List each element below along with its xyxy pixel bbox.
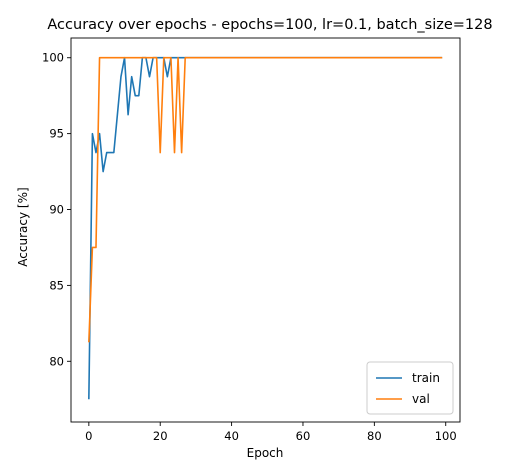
- chart-title: Accuracy over epochs - epochs=100, lr=0.…: [47, 17, 492, 33]
- y-tick-label-95: 95: [49, 127, 64, 141]
- legend-box: [366, 361, 454, 415]
- y-tick-label-90: 90: [49, 203, 64, 217]
- x-tick-label-100: 100: [435, 429, 457, 443]
- x-tick-label-40: 40: [224, 429, 239, 443]
- plot-frame: [70, 37, 461, 423]
- legend-label-train: train: [412, 371, 440, 385]
- legend-label-val: val: [412, 392, 430, 406]
- y-tick-label-85: 85: [49, 278, 64, 292]
- legend: train val: [366, 361, 454, 415]
- plot-area: 0 20 40 60 80 100 80 85 90 95 100: [42, 37, 461, 443]
- x-tick-label-60: 60: [296, 429, 311, 443]
- x-tick-label-20: 20: [153, 429, 168, 443]
- series-line-val: [88, 56, 443, 343]
- x-tick-label-0: 0: [85, 429, 92, 443]
- x-axis-label: Epoch: [247, 446, 284, 460]
- y-tick-label-80: 80: [49, 354, 64, 368]
- x-tick-label-80: 80: [367, 429, 382, 443]
- y-tick-label-100: 100: [42, 51, 64, 65]
- y-axis-label: Accuracy [%]: [16, 187, 30, 266]
- series-line-train: [88, 56, 443, 400]
